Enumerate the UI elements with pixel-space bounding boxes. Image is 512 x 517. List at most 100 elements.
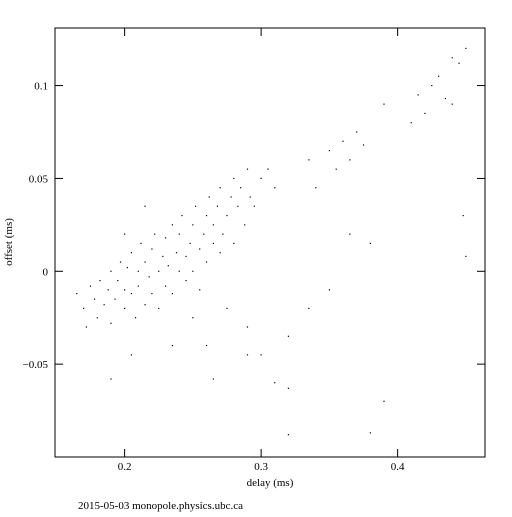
point — [189, 242, 191, 245]
point — [76, 292, 78, 295]
y-tick-label: −0.05 — [23, 359, 49, 371]
x-tick-label: 0.3 — [254, 461, 268, 473]
y-tick-label: 0.05 — [29, 173, 49, 185]
point — [230, 196, 232, 198]
point — [99, 279, 101, 282]
point — [219, 187, 221, 189]
point — [154, 233, 156, 235]
point — [134, 317, 137, 319]
point — [308, 307, 310, 310]
point — [212, 378, 214, 380]
point — [216, 205, 219, 207]
point — [417, 94, 419, 96]
point — [356, 131, 358, 133]
point — [178, 233, 180, 235]
point — [458, 62, 460, 64]
point — [410, 122, 412, 124]
point — [158, 307, 160, 310]
point — [287, 434, 290, 436]
point — [144, 304, 146, 306]
point — [246, 326, 249, 328]
point — [437, 75, 440, 77]
point — [246, 168, 249, 170]
point — [240, 187, 242, 189]
point — [226, 307, 228, 310]
point — [164, 237, 167, 239]
point — [199, 248, 201, 250]
y-axis-label: offset (ms) — [3, 218, 15, 266]
point — [140, 242, 142, 245]
point — [83, 307, 85, 310]
point — [308, 159, 310, 161]
point — [158, 270, 160, 272]
point — [124, 307, 126, 310]
x-tick-label: 0.2 — [118, 461, 132, 473]
point — [126, 266, 128, 269]
point — [369, 432, 371, 434]
point — [137, 270, 139, 272]
point — [192, 317, 194, 319]
point — [93, 298, 96, 300]
point — [465, 47, 467, 50]
point — [148, 276, 150, 278]
point — [267, 168, 269, 170]
point — [249, 196, 251, 198]
point — [205, 261, 208, 263]
point — [369, 242, 371, 245]
point — [219, 252, 221, 254]
point — [144, 261, 146, 263]
point — [151, 292, 153, 295]
point — [328, 149, 330, 152]
point — [171, 224, 173, 226]
plot-frame — [54, 27, 486, 458]
point — [226, 214, 228, 217]
point — [328, 289, 330, 291]
point — [103, 304, 105, 306]
point — [119, 261, 122, 263]
point — [192, 270, 194, 272]
point — [431, 84, 433, 87]
point — [253, 205, 255, 207]
point — [178, 270, 180, 272]
point — [462, 214, 464, 217]
point — [185, 279, 187, 282]
point — [274, 382, 276, 384]
point — [451, 103, 453, 105]
x-tick-label: 0.4 — [391, 461, 405, 473]
point — [260, 354, 262, 356]
point — [383, 103, 385, 105]
point — [260, 177, 262, 180]
point — [110, 270, 112, 272]
point — [130, 252, 133, 254]
point — [451, 57, 453, 59]
point — [89, 285, 92, 287]
point — [110, 378, 112, 380]
point — [144, 205, 146, 207]
point — [335, 168, 337, 170]
point — [237, 205, 239, 207]
point — [233, 242, 235, 245]
point — [130, 354, 133, 356]
point — [246, 354, 249, 356]
point — [96, 317, 98, 319]
point — [203, 233, 205, 235]
point — [244, 224, 246, 226]
point — [130, 292, 133, 295]
point — [164, 285, 167, 287]
point — [117, 279, 119, 282]
point — [287, 387, 290, 389]
point — [107, 289, 109, 291]
point — [274, 187, 276, 189]
y-tick-label: 0.1 — [34, 81, 48, 93]
point — [208, 196, 210, 198]
point — [85, 326, 87, 328]
point — [212, 242, 214, 245]
point — [167, 265, 169, 267]
point — [424, 112, 426, 115]
point — [383, 400, 385, 402]
point — [124, 233, 126, 235]
point — [199, 289, 201, 291]
point — [212, 224, 214, 226]
point — [110, 322, 112, 324]
